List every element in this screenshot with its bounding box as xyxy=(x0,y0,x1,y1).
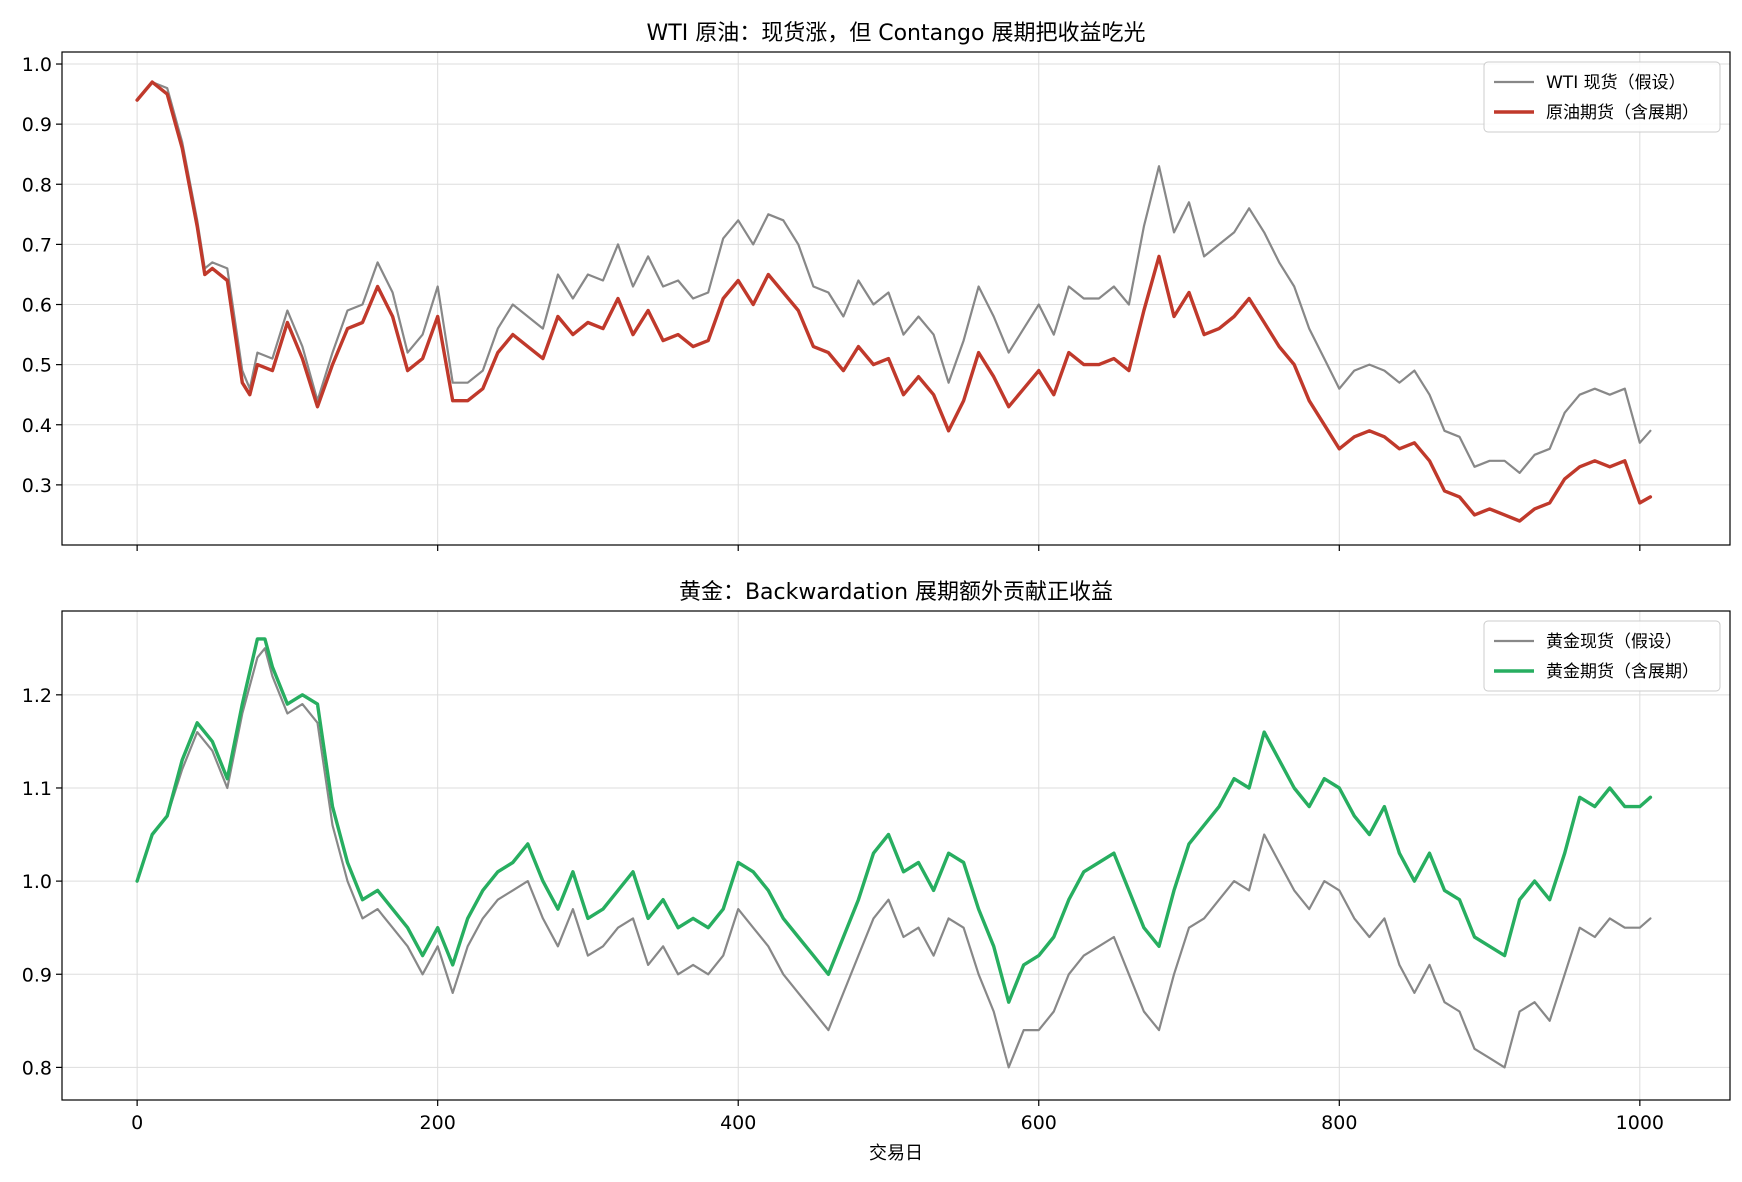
y-tick-label: 1.1 xyxy=(22,778,52,800)
axes-frame xyxy=(61,610,1731,1101)
series-line-2 xyxy=(135,637,1653,1004)
chart-title: 黄金：Backwardation 展期额外贡献正收益 xyxy=(679,580,1113,605)
chart-panel-2: 0.8 0.9 1.0 1.1 1.2 0 200 400 600 800 1000 黄金：Backw… xyxy=(22,580,1731,1164)
legend-label: 黄金期货（含展期） xyxy=(1546,662,1699,682)
y-tick-label: 0.8 xyxy=(22,1057,52,1079)
y-tick-label: 0.6 xyxy=(22,295,52,317)
series-line-1 xyxy=(136,647,1652,1069)
x-axis-label: 交易日 xyxy=(869,1143,923,1164)
y-tick-label: 0.4 xyxy=(22,415,52,437)
y-tick-label: 1.0 xyxy=(22,871,52,893)
y-tick-label: 0.9 xyxy=(22,964,52,986)
y-tick-label: 0.8 xyxy=(22,174,52,196)
x-tick-label: 800 xyxy=(1321,1112,1357,1134)
axes-frame xyxy=(61,51,1731,546)
y-tick-label: 1.2 xyxy=(22,685,52,707)
series-line-1 xyxy=(136,80,1652,474)
legend: WTI 现货（假设） 原油期货（含展期） xyxy=(1483,61,1721,133)
y-tick-label: 0.9 xyxy=(22,114,52,136)
x-tick-label: 200 xyxy=(420,1112,456,1134)
legend-label: 原油期货（含展期） xyxy=(1546,103,1699,123)
y-tick-label: 0.5 xyxy=(22,355,52,377)
series-line-2 xyxy=(135,80,1653,523)
legend-box xyxy=(1483,61,1721,133)
x-tick-label: 1000 xyxy=(1616,1112,1664,1134)
y-tick-label: 0.3 xyxy=(22,475,52,497)
chart-panel-1: 0.3 0.4 0.5 0.6 0.7 0.8 0.9 1.0 WTI 原油：现货涨，但 Con… xyxy=(22,21,1731,551)
legend-box xyxy=(1483,620,1721,692)
legend: 黄金现货（假设） 黄金期货（含展期） xyxy=(1483,620,1721,692)
x-tick-label: 400 xyxy=(720,1112,756,1134)
y-tick-label: 1.0 xyxy=(22,54,52,76)
chart-title: WTI 原油：现货涨，但 Contango 展期把收益吃光 xyxy=(647,21,1146,46)
y-tick-label: 0.7 xyxy=(22,234,52,256)
x-tick-label: 0 xyxy=(131,1112,143,1134)
x-tick-label: 600 xyxy=(1021,1112,1057,1134)
legend-label: 黄金现货（假设） xyxy=(1546,632,1682,652)
legend-label: WTI 现货（假设） xyxy=(1546,73,1686,93)
